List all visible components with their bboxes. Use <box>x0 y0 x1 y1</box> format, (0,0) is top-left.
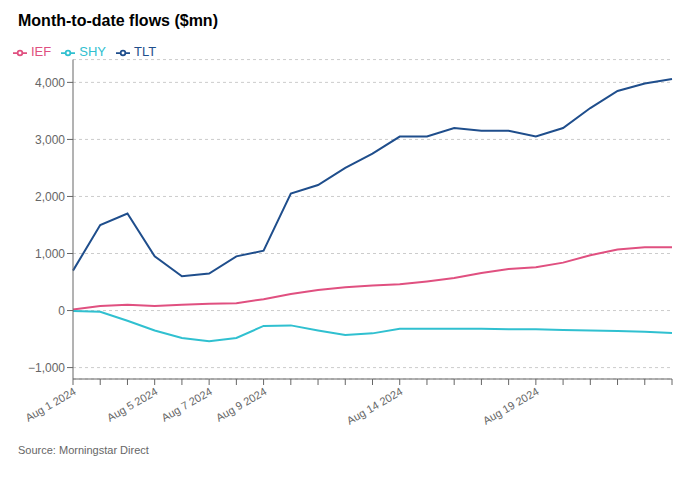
html-text:Source: Morningstar Direct: Source: Morningstar Direct <box>18 444 149 456</box>
svg-text:Aug 19 2024: Aug 19 2024 <box>481 385 541 427</box>
svg-text:Aug 9 2024: Aug 9 2024 <box>214 385 269 424</box>
svg-text:−1,000: −1,000 <box>28 361 65 375</box>
svg-text:Aug 5 2024: Aug 5 2024 <box>105 385 160 424</box>
svg-text:Aug 7 2024: Aug 7 2024 <box>159 385 214 424</box>
html-text:Month-to-date flows ($mn): Month-to-date flows ($mn) <box>18 12 218 29</box>
svg-text:4,000: 4,000 <box>35 76 65 90</box>
html-text:TLT: TLT <box>134 44 157 59</box>
svg-text:3,000: 3,000 <box>35 133 65 147</box>
svg-text:1,000: 1,000 <box>35 247 65 261</box>
html-text:SHY: SHY <box>79 44 106 59</box>
html-text:IEF: IEF <box>31 44 52 59</box>
svg-text:2,000: 2,000 <box>35 190 65 204</box>
svg-text:0: 0 <box>58 304 65 318</box>
svg-text:Aug 1 2024: Aug 1 2024 <box>23 385 78 424</box>
svg-text:Aug 14 2024: Aug 14 2024 <box>345 385 405 427</box>
